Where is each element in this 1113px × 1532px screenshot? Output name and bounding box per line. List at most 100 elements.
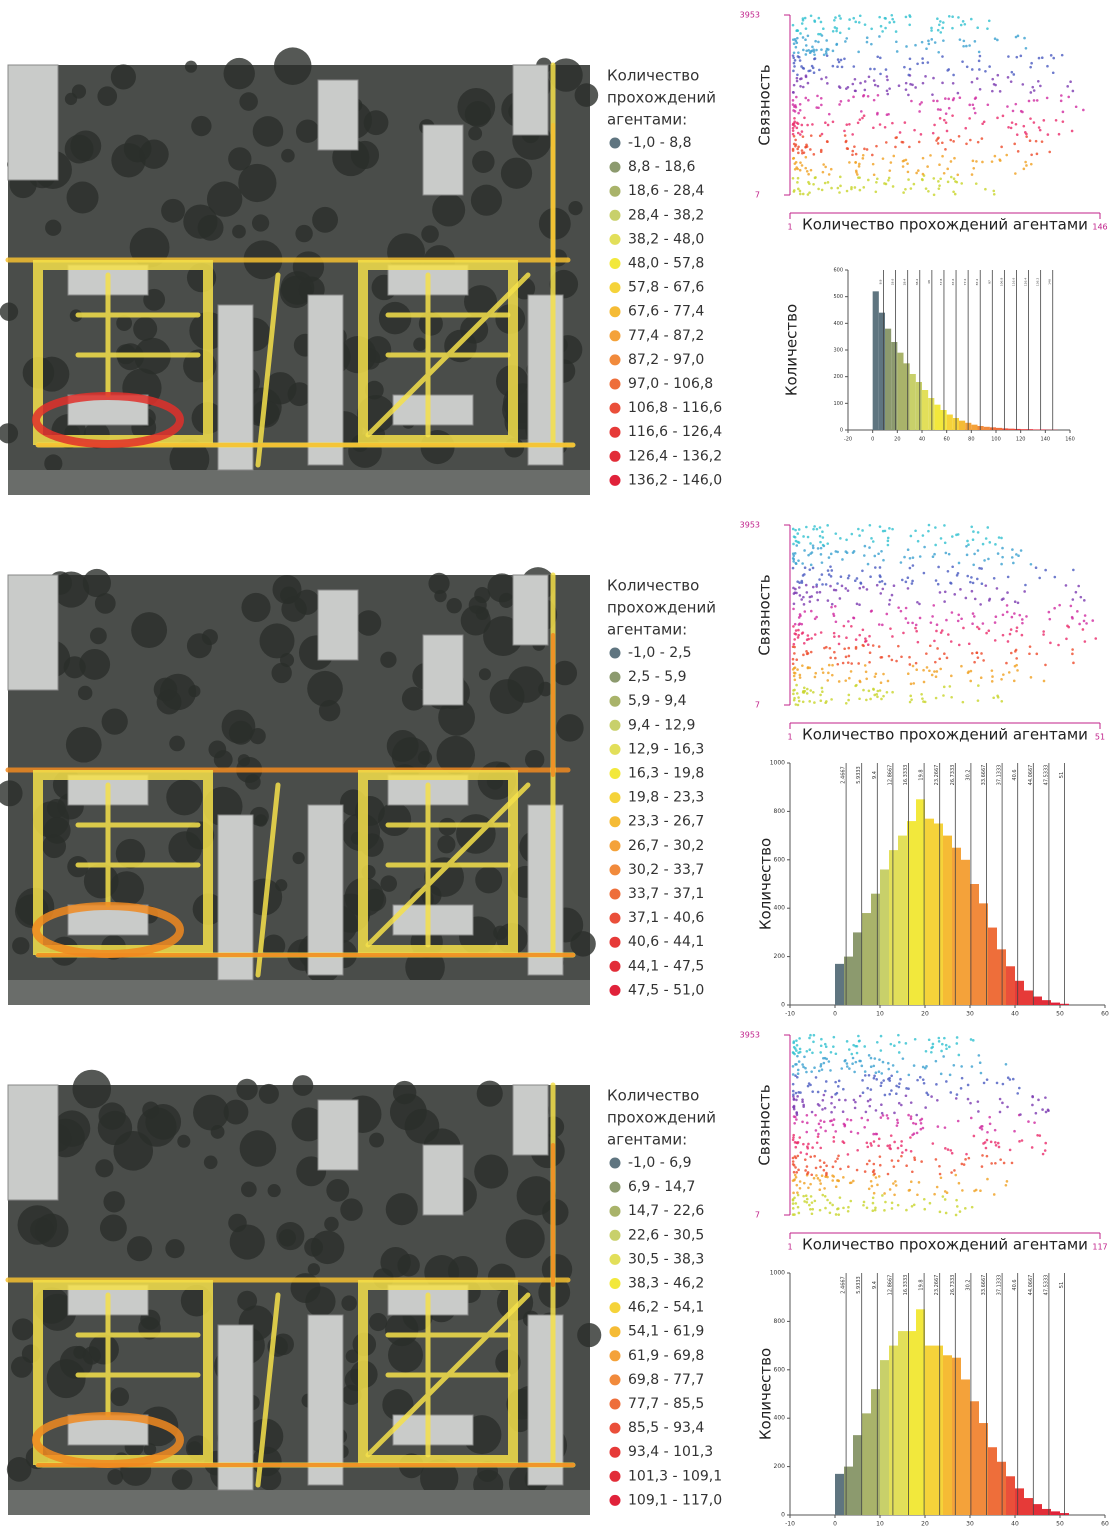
scatter-cloud [794,623,797,626]
scatter-cloud [878,1138,881,1141]
break-label: 40.6 [1012,769,1018,780]
scatter-cloud [1035,566,1038,569]
legend-swatch [610,1182,621,1193]
scatter-cloud [887,544,890,547]
y-tick-label: 200 [774,953,786,960]
scatter-cloud [847,699,850,702]
scatter-cloud [889,627,892,630]
histogram-bar [904,363,910,430]
histogram-bar [943,836,952,1005]
tree [474,1155,508,1189]
scatter-cloud [846,1040,849,1043]
scatter-cloud [818,1123,821,1126]
scatter-cloud [953,157,956,160]
scatter-cloud [979,1061,982,1064]
scatter-cloud [994,543,997,546]
scatter-cloud [861,1065,864,1068]
scatter-cloud [824,1043,827,1046]
histogram-bar [891,342,897,430]
scatter-cloud [1030,62,1033,65]
scatter-cloud [812,567,815,570]
scatter-cloud [864,1170,867,1173]
legend-swatch [610,744,621,755]
scatter-cloud [889,1144,892,1147]
scatter-cloud [858,534,861,537]
scatter-cloud [801,164,804,167]
scatter-cloud [976,77,979,80]
break-label: 40.6 [1012,1279,1018,1290]
scatter-cloud [984,188,987,191]
tree [446,598,461,613]
scatter-cloud [802,135,805,138]
scatter-cloud [1013,612,1016,615]
scatter-cloud [821,573,824,576]
scatter-cloud [793,1122,796,1125]
scatter-cloud [807,652,810,655]
legend-label: 106,8 - 116,6 [628,400,722,416]
scatter-cloud [829,1202,832,1205]
legend-swatch [610,1350,621,1361]
scatter-cloud [860,1117,863,1120]
scatter-cloud [977,1110,980,1113]
scatter-cloud [795,1176,798,1179]
scatter-cloud [932,132,935,135]
scatter-cloud [809,1208,812,1211]
scatter-cloud [936,670,939,673]
legend-label: 69,8 - 77,7 [628,1372,704,1388]
scatter-cloud [853,145,856,148]
scatter-cloud [874,1057,877,1060]
scatter-cloud [792,24,795,27]
scatter-cloud [922,62,925,65]
break-label: 51 [1059,772,1065,778]
y-axis-title: Количество [757,838,775,930]
scatter-cloud [1011,71,1014,74]
building [318,590,358,660]
scatter-cloud [868,76,871,79]
scatter-cloud [907,548,910,551]
scatter-cloud [1000,678,1003,681]
x-tick-label: 1 [787,223,792,232]
scatter-cloud [807,173,810,176]
scatter-cloud [852,17,855,20]
scatter-cloud [811,1208,814,1211]
scatter-cloud [895,1184,898,1187]
road [8,1490,590,1515]
scatter-cloud [857,51,860,54]
scatter-cloud [795,684,798,687]
legend-swatch [610,1158,621,1169]
scatter-cloud [951,565,954,568]
scatter-cloud [987,558,990,561]
scatter-cloud [879,689,882,692]
scatter-cloud [839,597,842,600]
histogram-bar [1006,1476,1015,1515]
scatter-cloud [869,68,872,71]
scatter-cloud [1023,168,1026,171]
scatter-cloud [882,673,885,676]
scatter-cloud [803,610,806,613]
scatter-cloud [797,634,800,637]
scatter-cloud [793,120,796,123]
x-tick-label: 10 [876,1521,884,1528]
scatter-cloud [850,1053,853,1056]
y-axis-title: Связность [756,64,774,145]
tree [386,1193,418,1225]
tree [97,86,117,106]
scatter-cloud [1036,1134,1039,1137]
scatter-cloud [988,19,991,22]
scatter-cloud [792,608,795,611]
scatter-cloud [920,1122,923,1125]
legend-swatch [610,138,621,149]
scatter-cloud [844,587,847,590]
scatter-cloud [845,123,848,126]
scatter-cloud [871,1209,874,1212]
break-label: 51 [1059,1282,1065,1288]
scatter-cloud [888,655,891,658]
scatter-cloud [866,148,869,151]
scatter-cloud [799,169,802,172]
scatter-cloud [1030,676,1033,679]
scatter-cloud [826,679,829,682]
scatter-cloud [883,1192,886,1195]
x-tick-label: 10 [876,1011,884,1018]
scatter-cloud [793,602,796,605]
scatter-cloud [854,90,857,93]
